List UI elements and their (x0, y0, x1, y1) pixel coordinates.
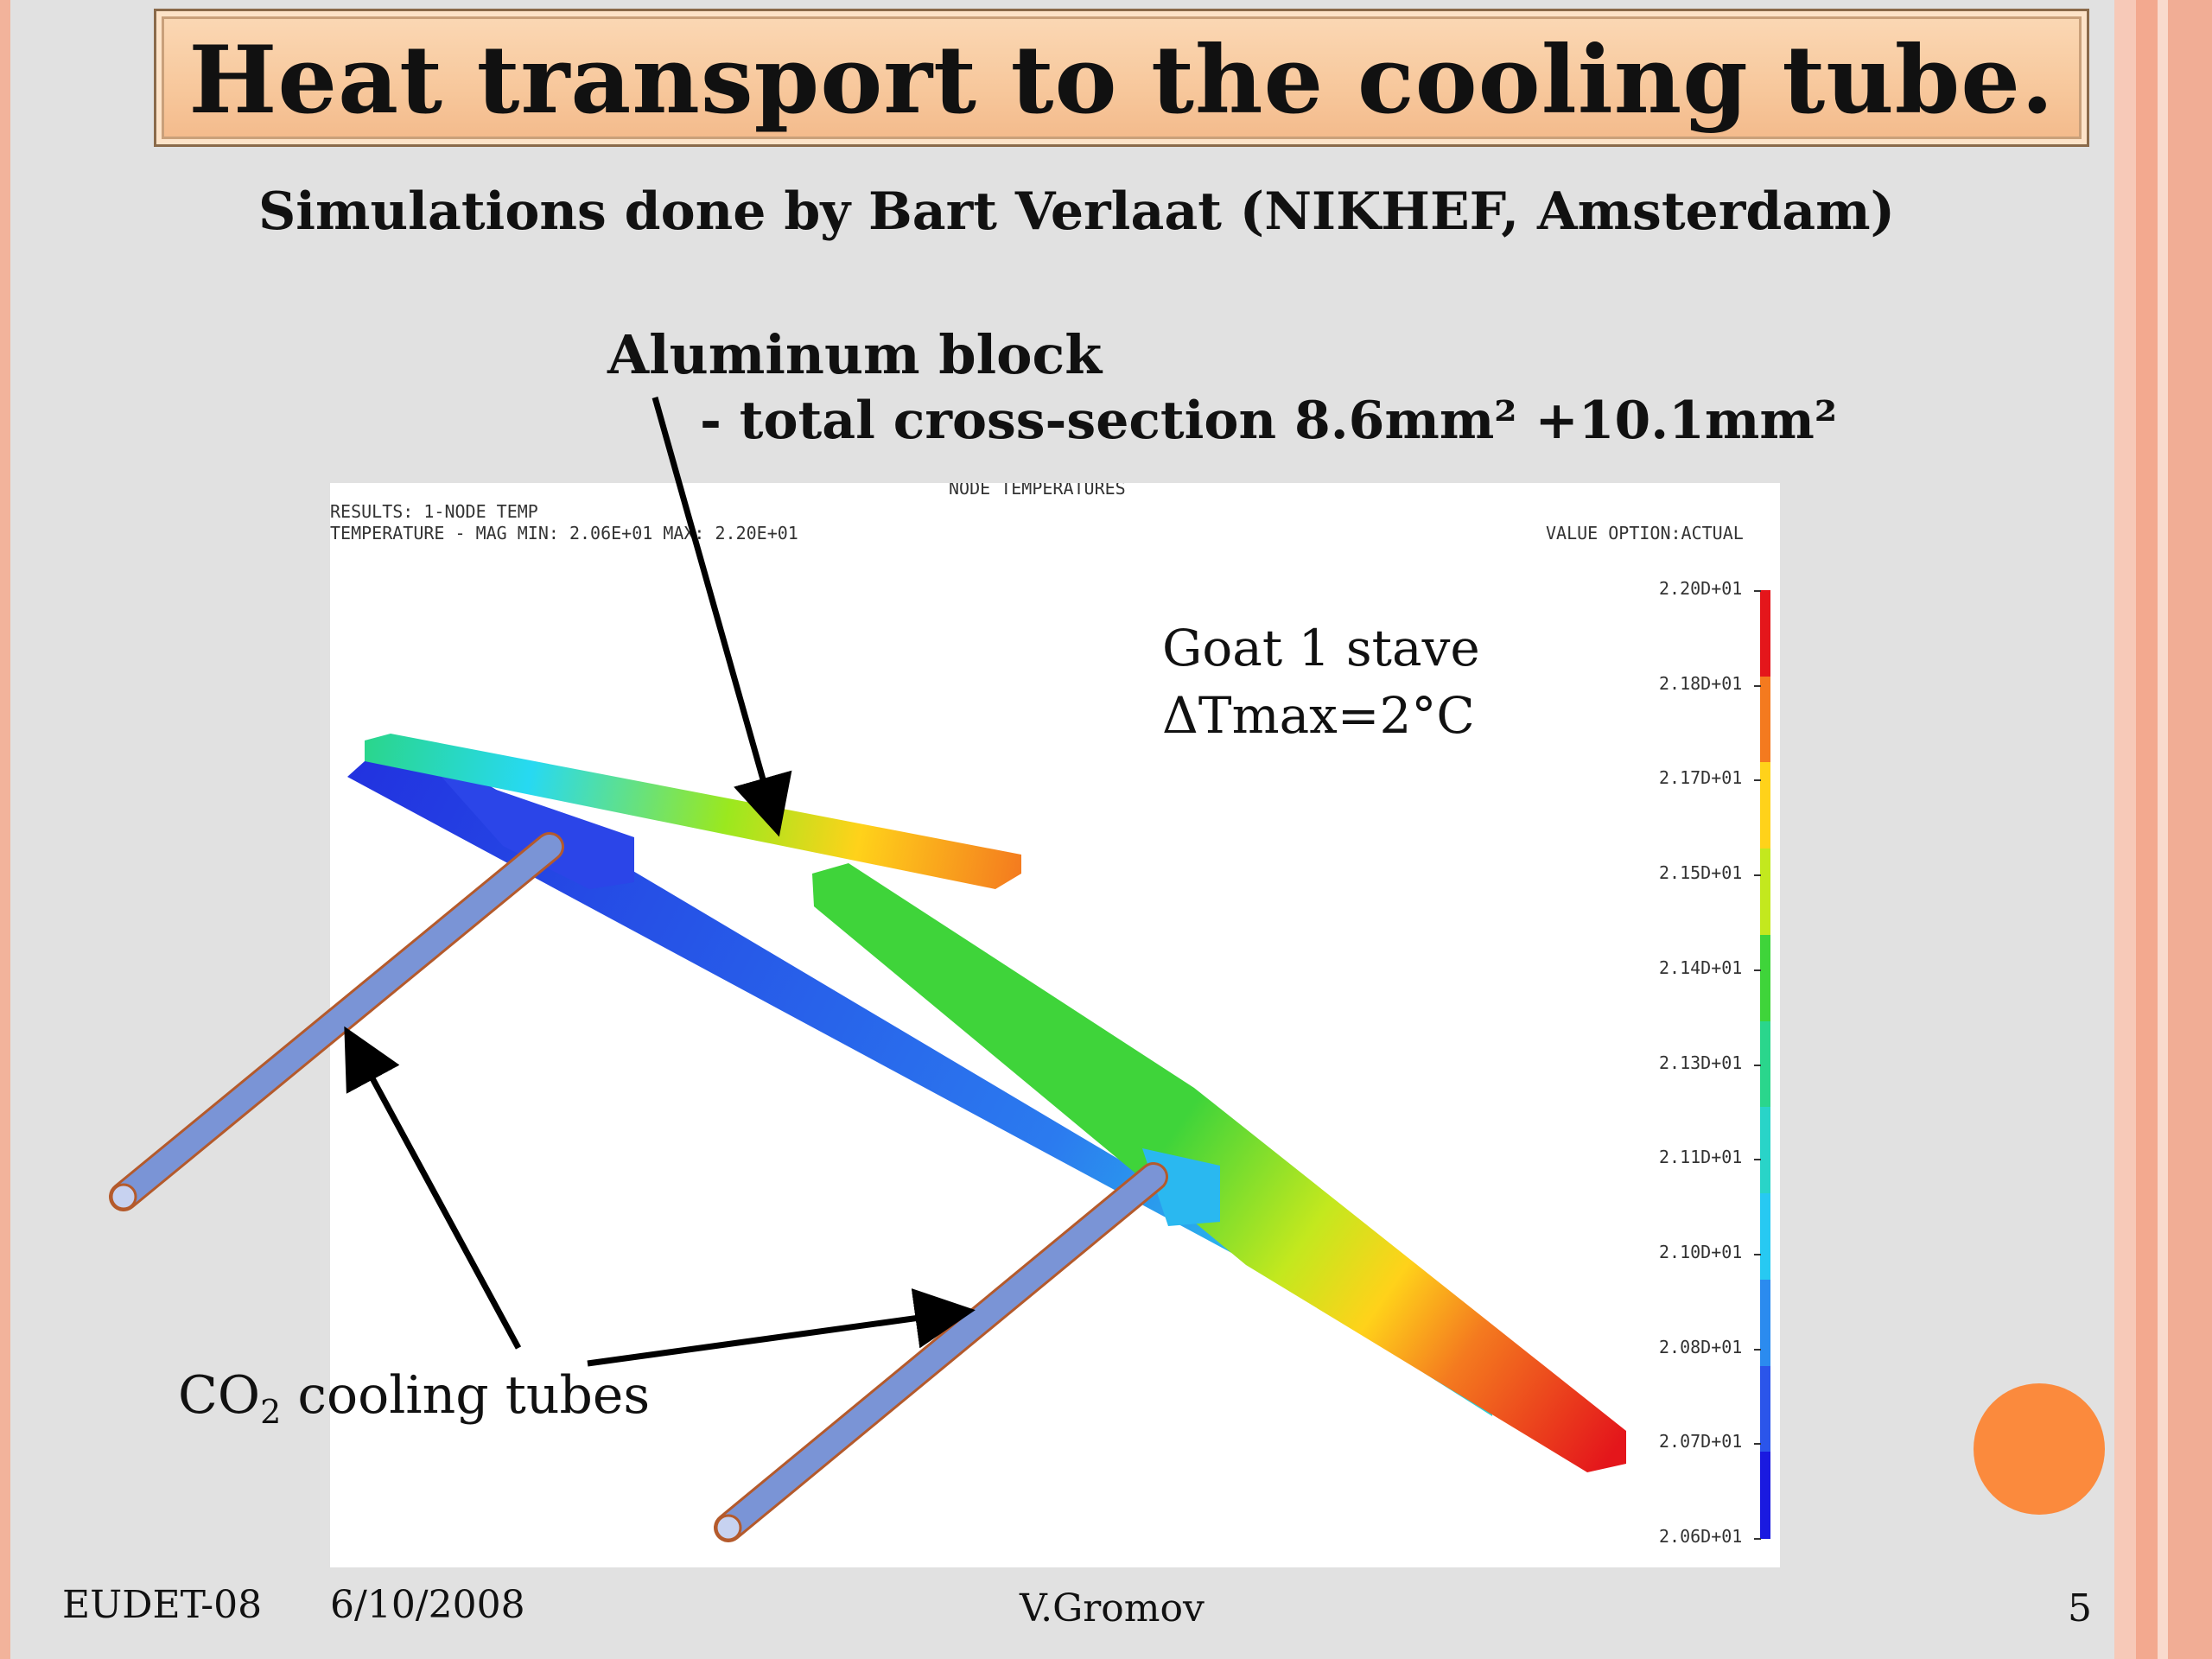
plot-title: NODE TEMPERATURES (949, 483, 1126, 499)
scale-tick (1754, 1538, 1761, 1540)
scale-segment (1760, 1279, 1770, 1367)
scale-tick-label: 2.08D+01 (1659, 1336, 1743, 1357)
stave-model (347, 734, 1626, 1472)
goat-stave-label: Goat 1 stave (1162, 619, 1480, 677)
scale-tick-label: 2.17D+01 (1659, 767, 1743, 789)
footer-page-number: 5 (2068, 1586, 2092, 1630)
scale-segment (1760, 1193, 1770, 1281)
arrow-to-right-tube (587, 1287, 976, 1367)
co2-cooling-tubes-label: CO2 cooling tubes (178, 1365, 650, 1431)
left-edge-stripe (0, 0, 10, 1659)
right-edge-stripe-light (2114, 0, 2136, 1659)
scale-tick (1754, 874, 1761, 877)
scale-segment (1760, 676, 1770, 764)
stave-lower-leg (347, 758, 1492, 1416)
co2-prefix: CO (178, 1365, 261, 1426)
scale-tick-label: 2.15D+01 (1659, 862, 1743, 884)
scale-tick-label: 2.10D+01 (1659, 1241, 1743, 1262)
cooling-tube-left-end (110, 1183, 137, 1211)
stave-upper-plate (365, 734, 1021, 889)
scale-segment (1760, 1020, 1770, 1109)
right-edge-stripe-pale (2158, 0, 2168, 1659)
scale-tick (1754, 1443, 1761, 1446)
simulation-image: NODE TEMPERATURES RESULTS: 1-NODE TEMP T… (330, 483, 1780, 1567)
cooling-tube-right-end (715, 1514, 742, 1541)
scale-tick (1754, 969, 1761, 971)
scale-tick-label: 2.20D+01 (1659, 578, 1743, 599)
slide-title-box: Heat transport to the cooling tube. (154, 9, 2089, 147)
temperature-line: TEMPERATURE - MAG MIN: 2.06E+01 MAX: 2.2… (330, 523, 798, 543)
scale-segment (1760, 1365, 1770, 1453)
right-edge-stripe-salmon (2136, 0, 2158, 1659)
scale-tick-label: 2.06D+01 (1659, 1526, 1743, 1547)
co2-suffix: cooling tubes (281, 1365, 651, 1426)
color-scale-bar (1760, 590, 1770, 1539)
arrow-to-aluminum-block (652, 397, 792, 837)
scale-tick-label: 2.13D+01 (1659, 1052, 1743, 1073)
value-option: VALUE OPTION:ACTUAL (1546, 523, 1744, 543)
right-edge-stripe-outer (2168, 0, 2212, 1659)
footer-event: EUDET-08 (62, 1583, 263, 1627)
cross-section-label: - total cross-section 8.6mm² +10.1mm² (700, 391, 1838, 451)
scale-segment (1760, 762, 1770, 850)
scale-tick-label: 2.18D+01 (1659, 672, 1743, 694)
co2-subscript: 2 (260, 1393, 282, 1431)
scale-tick (1754, 590, 1761, 592)
aluminum-block-left (434, 768, 634, 889)
scale-tick-label: 2.14D+01 (1659, 957, 1743, 978)
results-line: RESULTS: 1-NODE TEMP (330, 501, 538, 522)
decorative-orange-circle (1974, 1383, 2105, 1515)
footer-author: V.Gromov (1020, 1586, 1205, 1630)
scale-tick-label: 2.11D+01 (1659, 1147, 1743, 1168)
scale-segment (1760, 934, 1770, 1022)
slide-title: Heat transport to the cooling tube. (188, 26, 2055, 135)
aluminum-block-label: Aluminum block (607, 323, 1103, 386)
cooling-tube-left (111, 835, 562, 1209)
footer-date: 6/10/2008 (330, 1583, 525, 1627)
scale-segment (1760, 1107, 1770, 1195)
scale-tick (1754, 1348, 1761, 1351)
scale-segment (1760, 849, 1770, 936)
scale-tick (1754, 779, 1761, 782)
scale-segment (1760, 590, 1770, 677)
delta-t-label: ΔTmax=2°C (1162, 686, 1475, 745)
scale-tick (1754, 1064, 1761, 1066)
scale-tick (1754, 1253, 1761, 1255)
scale-segment (1760, 1452, 1770, 1539)
cooling-tube-right (716, 1165, 1166, 1540)
arrow-to-left-tube (344, 1026, 522, 1350)
scale-tick (1754, 684, 1761, 687)
scale-tick-label: 2.07D+01 (1659, 1431, 1743, 1452)
slide-subtitle: Simulations done by Bart Verlaat (NIKHEF… (257, 181, 1896, 242)
scale-tick (1754, 1159, 1761, 1161)
